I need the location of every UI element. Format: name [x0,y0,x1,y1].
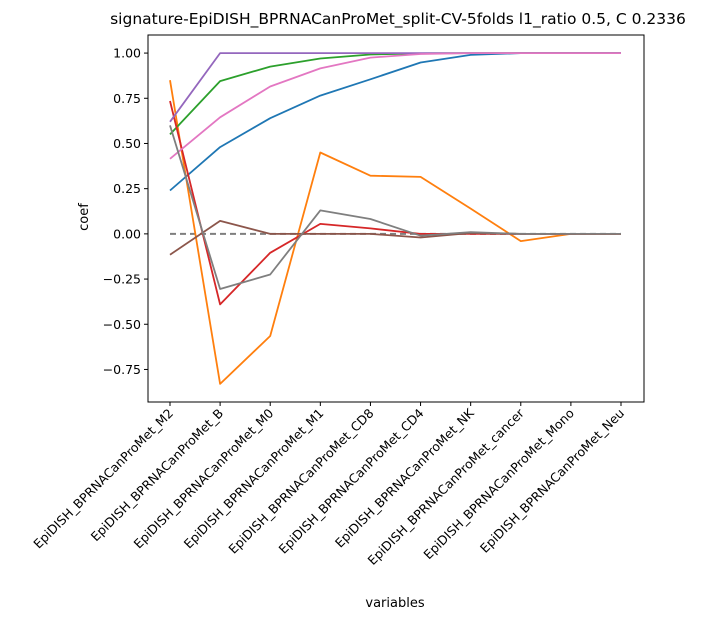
series-line-7 [169,52,621,160]
series-lines [169,52,621,385]
y-tick-label: 0.75 [113,91,141,106]
chart-title: signature-EpiDISH_BPRNACanProMet_split-C… [110,10,686,29]
y-tick-label: −0.75 [103,362,141,377]
series-line-8 [169,125,621,290]
y-tick-label: 0.25 [113,181,141,196]
series-line-2 [169,80,621,385]
y-tick-label: 0.50 [113,136,141,151]
y-tick-label: −0.50 [103,317,141,332]
y-tick-label: −0.25 [103,272,141,287]
y-tick-label: 1.00 [113,46,141,61]
x-axis-title: variables [365,596,424,611]
y-tick-label: 0.00 [113,226,141,241]
plot-frame [147,34,645,403]
y-axis-title: coef [77,203,92,231]
